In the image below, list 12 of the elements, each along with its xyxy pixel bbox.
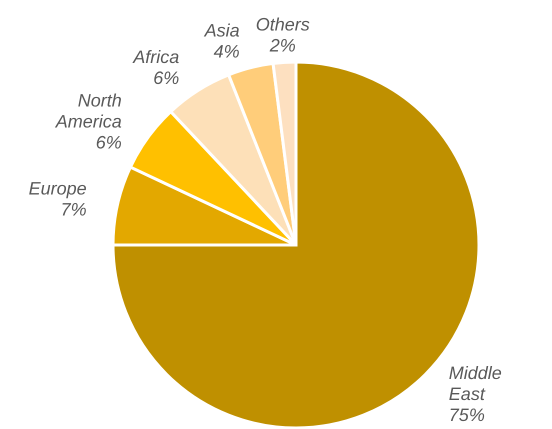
slice-label: Africa [132, 46, 180, 67]
data-label: 7% [60, 200, 87, 220]
slice-label: Middle East [448, 362, 502, 404]
slice-label: Europe [28, 178, 87, 199]
slice-label: Others [256, 14, 310, 34]
data-label: 2% [268, 35, 296, 56]
data-label: 75% [448, 404, 485, 425]
data-label: 6% [153, 68, 180, 88]
data-label: 4% [214, 42, 240, 62]
slice-label: North America [54, 90, 122, 132]
data-label: 6% [96, 132, 122, 152]
slice-label: Asia [204, 20, 240, 41]
